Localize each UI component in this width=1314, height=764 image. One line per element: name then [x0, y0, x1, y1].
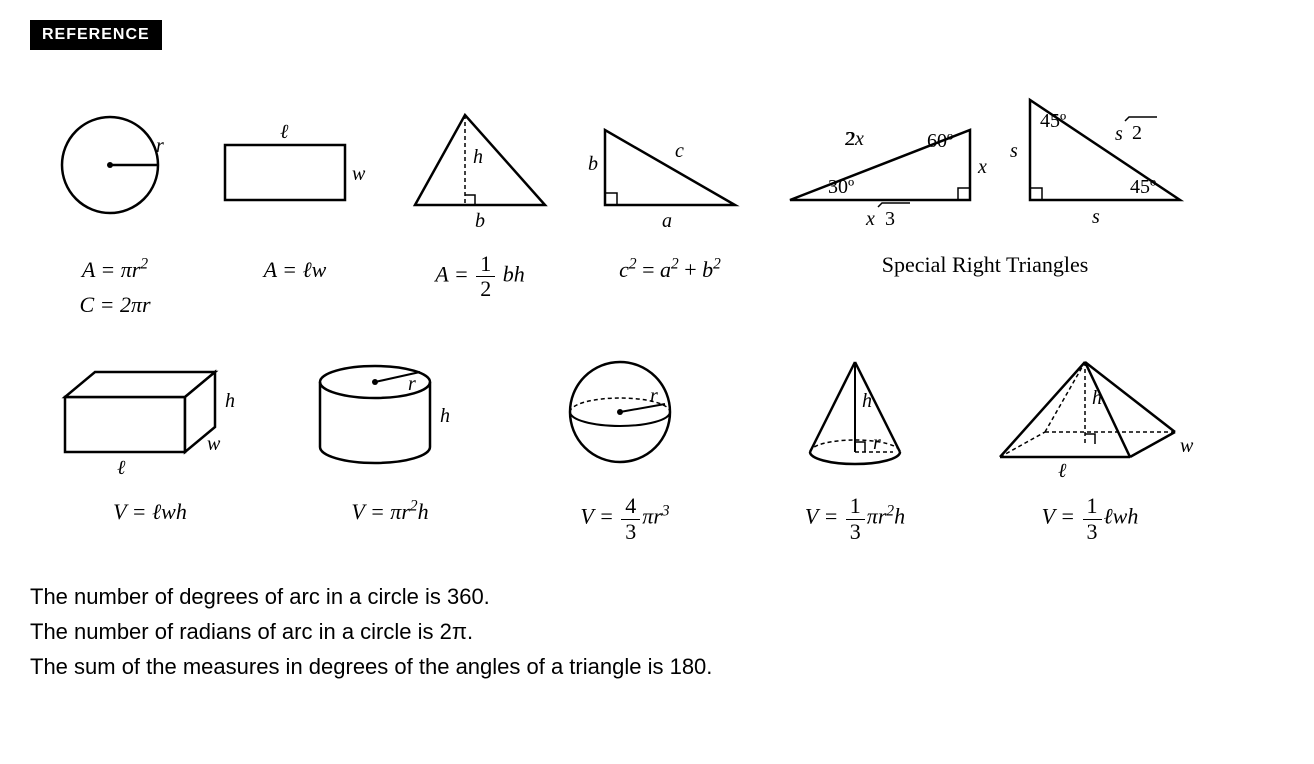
fig-right-triangle: b c a [580, 90, 760, 240]
formula-pyramid: V = 13ℓwh [1042, 494, 1139, 543]
svg-text:r: r [873, 432, 881, 454]
svg-text:x: x [865, 208, 875, 230]
svg-text:b: b [475, 210, 485, 232]
svg-text:60º: 60º [927, 130, 953, 152]
formula-cylinder: V = πr2h [351, 494, 428, 529]
cell-cylinder: r h V = πr2h [270, 352, 510, 529]
fig-cylinder: r h [300, 352, 480, 482]
svg-text:h: h [225, 390, 235, 412]
formula-sphere: V = 43πr3 [580, 494, 669, 543]
svg-text:w: w [352, 163, 366, 185]
svg-text:s: s [1092, 206, 1100, 228]
svg-text:s: s [1115, 123, 1123, 145]
svg-text:h: h [473, 146, 483, 168]
svg-text:45º: 45º [1130, 176, 1156, 198]
formula-triangle: A = 12 bh [435, 252, 524, 301]
cell-special-triangles: 2 2x 60º x 30º x 3 s 45º s 2 45º s Speci… [770, 90, 1200, 278]
cell-pythagorean: b c a c2 = a2 + b2 [570, 90, 770, 287]
cell-triangle: h b A = 12 bh [390, 90, 570, 301]
svg-text:w: w [207, 433, 221, 455]
label-special-triangles: Special Right Triangles [882, 252, 1089, 278]
fig-pyramid: h w ℓ [980, 352, 1200, 482]
svg-text:r: r [650, 385, 658, 407]
formula-pythagorean: c2 = a2 + b2 [619, 252, 721, 287]
cell-rectangle: ℓ w A = ℓw [200, 90, 390, 287]
note-degrees: The number of degrees of arc in a circle… [30, 579, 1284, 614]
cell-sphere: r V = 43πr3 [510, 352, 740, 543]
cell-pyramid: h w ℓ V = 13ℓwh [970, 352, 1210, 543]
svg-text:a: a [662, 210, 672, 232]
cell-circle: r A = πr2 C = 2πr [30, 90, 200, 322]
fig-rectangle: ℓ w [210, 90, 380, 240]
fig-box: h w ℓ [45, 352, 255, 482]
svg-text:2x: 2x [845, 128, 864, 150]
formula-box: V = ℓwh [113, 494, 187, 529]
fig-sphere: r [550, 352, 700, 482]
svg-text:s: s [1010, 140, 1018, 162]
svg-text:45º: 45º [1040, 110, 1066, 132]
svg-text:c: c [675, 140, 684, 162]
svg-text:2: 2 [1132, 122, 1142, 144]
svg-text:h: h [440, 405, 450, 427]
svg-text:h: h [1092, 387, 1102, 409]
note-radians: The number of radians of arc in a circle… [30, 614, 1284, 649]
svg-text:ℓ: ℓ [117, 457, 126, 479]
svg-text:w: w [1180, 435, 1194, 457]
formula-circle: A = πr2 C = 2πr [79, 252, 150, 322]
cell-box: h w ℓ V = ℓwh [30, 352, 270, 529]
note-triangle-sum: The sum of the measures in degrees of th… [30, 649, 1284, 684]
svg-text:x: x [977, 156, 987, 178]
svg-text:r: r [156, 135, 164, 157]
cell-cone: h r V = 13πr2h [740, 352, 970, 543]
svg-text:b: b [588, 153, 598, 175]
fig-circle: r [50, 90, 180, 240]
notes: The number of degrees of arc in a circle… [30, 579, 1284, 685]
row-2d-shapes: r A = πr2 C = 2πr ℓ w A = ℓw h b [30, 90, 1284, 322]
svg-text:30º: 30º [828, 176, 854, 198]
formula-cone: V = 13πr2h [805, 494, 905, 543]
fig-triangle: h b [395, 90, 565, 240]
formula-rectangle: A = ℓw [264, 252, 327, 287]
fig-cone: h r [775, 352, 935, 482]
svg-text:ℓ: ℓ [1058, 460, 1067, 482]
svg-text:r: r [408, 373, 416, 395]
svg-text:3: 3 [885, 208, 895, 230]
svg-text:h: h [862, 390, 872, 412]
fig-special-triangles: 2 2x 60º x 30º x 3 s 45º s 2 45º s [770, 90, 1200, 240]
reference-badge: REFERENCE [30, 20, 162, 50]
row-3d-shapes: h w ℓ V = ℓwh r h V = πr2h [30, 352, 1284, 543]
svg-text:ℓ: ℓ [280, 121, 289, 143]
